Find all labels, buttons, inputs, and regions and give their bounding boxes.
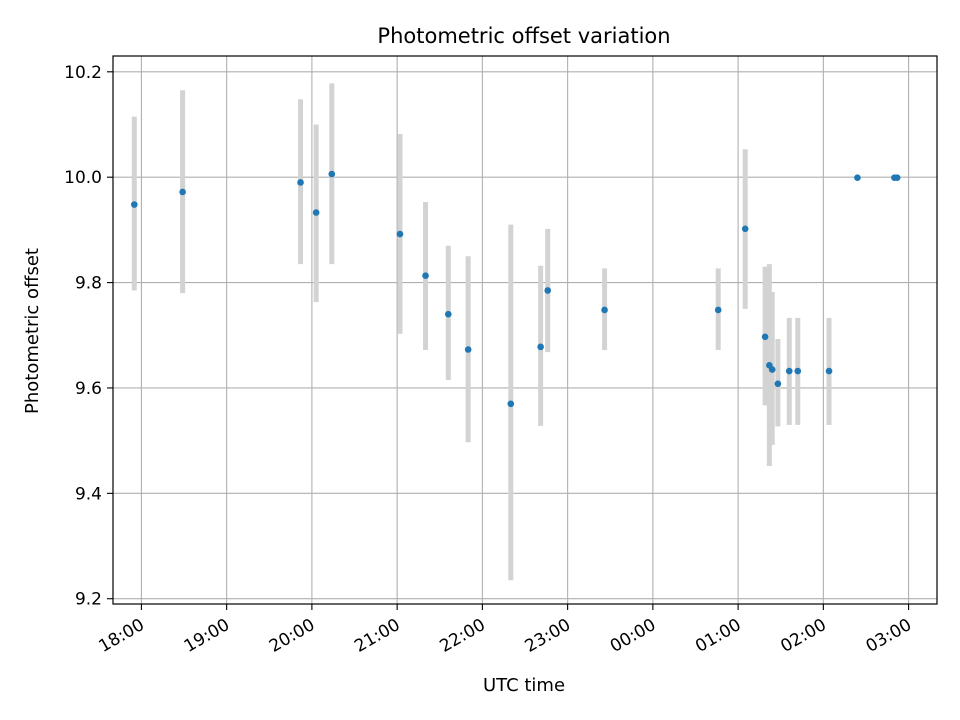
data-point (396, 230, 404, 238)
plot-frame (112, 55, 938, 605)
y-tick-label: 10.0 (64, 168, 102, 188)
data-point (893, 174, 901, 182)
data-point (714, 306, 722, 314)
data-point (464, 346, 472, 353)
data-point (785, 367, 793, 375)
data-point (544, 287, 552, 294)
y-tick-label: 9.2 (75, 590, 102, 610)
data-point (328, 170, 336, 178)
data-points (131, 170, 901, 408)
y-tick-label: 9.8 (75, 274, 102, 294)
data-point (794, 367, 802, 375)
data-point (761, 333, 769, 341)
data-point (507, 400, 515, 408)
data-point (297, 179, 304, 186)
data-point (444, 310, 452, 318)
grid (113, 56, 937, 604)
y-tick-label: 10.2 (64, 63, 102, 83)
x-axis-label: UTC time (483, 675, 565, 696)
data-point (422, 272, 429, 280)
y-axis-label: Photometric offset (22, 248, 43, 414)
data-point (768, 366, 776, 373)
data-point (179, 188, 186, 196)
data-point (601, 306, 608, 314)
chart-title: Photometric offset variation (377, 24, 670, 48)
data-point (825, 367, 833, 375)
data-point (131, 201, 138, 208)
data-point (537, 343, 544, 351)
data-point (312, 209, 320, 216)
y-tick-label: 9.4 (75, 484, 102, 504)
data-point (854, 174, 861, 182)
y-tick-label: 9.6 (75, 379, 102, 399)
data-point (774, 380, 782, 388)
y-axis-ticks: 9.2 9.4 9.6 9.8 10.0 10.2 (64, 63, 113, 610)
data-point (741, 225, 749, 233)
